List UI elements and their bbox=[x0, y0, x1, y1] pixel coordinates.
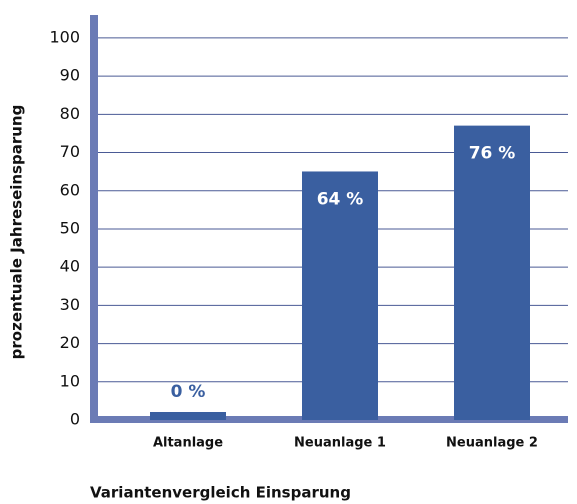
y-tick-label: 100 bbox=[49, 27, 80, 46]
y-tick-label: 70 bbox=[60, 142, 80, 161]
x-tick-label: Neuanlage 1 bbox=[294, 436, 386, 451]
x-tick-label: Altanlage bbox=[153, 436, 223, 451]
bar bbox=[302, 171, 378, 420]
y-tick-label: 90 bbox=[60, 66, 80, 85]
y-tick-label: 40 bbox=[60, 257, 80, 276]
bar bbox=[150, 412, 226, 420]
value-label: 64 % bbox=[317, 189, 364, 209]
x-axis-title: Variantenvergleich Einsparung bbox=[90, 484, 351, 502]
y-tick-label: 50 bbox=[60, 218, 80, 237]
value-label: 0 % bbox=[171, 382, 206, 402]
y-tick-label: 60 bbox=[60, 180, 80, 199]
y-tick-label: 20 bbox=[60, 333, 80, 352]
y-tick-label: 10 bbox=[60, 371, 80, 390]
y-tick-label: 0 bbox=[70, 410, 80, 429]
x-tick-label: Neuanlage 2 bbox=[446, 436, 538, 451]
value-label: 76 % bbox=[469, 144, 516, 164]
y-tick-label: 30 bbox=[60, 295, 80, 314]
y-tick-label: 80 bbox=[60, 104, 80, 123]
bar bbox=[454, 125, 530, 420]
y-axis bbox=[90, 15, 98, 422]
y-axis-title: prozentuale Jahreseinsparung bbox=[8, 105, 26, 360]
